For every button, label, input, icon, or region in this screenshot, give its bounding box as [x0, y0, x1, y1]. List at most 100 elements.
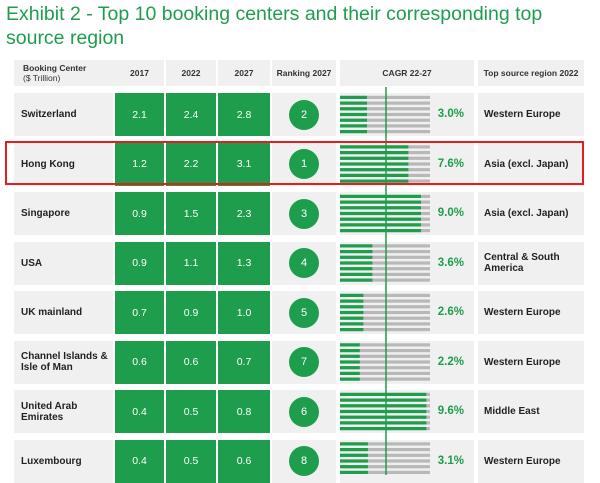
cagr-value-label: 2.6% — [437, 306, 464, 318]
cagr-bar-fill — [340, 217, 421, 221]
cagr-bar-fill — [340, 409, 427, 414]
value-cell-2022: 0.6 — [166, 340, 216, 384]
source-region: Western Europe — [478, 93, 584, 136]
cagr-bar-track — [340, 278, 430, 282]
ranking-cell: 6 — [272, 390, 336, 433]
cagr-bar-track — [340, 377, 430, 381]
cagr-bar-track — [340, 310, 430, 315]
value-cell-2017: 0.9 — [115, 192, 164, 235]
value-cell-2017: 0.9 — [115, 241, 164, 285]
ranking-badge: 1 — [289, 149, 319, 179]
cagr-bar-track — [340, 101, 430, 105]
cagr-bar-fill — [340, 206, 421, 210]
ranking-cell: 2 — [272, 93, 336, 136]
cagr-bar-fill — [340, 267, 373, 271]
cagr-bar-fill — [340, 145, 409, 149]
cagr-bar-track — [340, 354, 430, 358]
cagr-bar-fill — [340, 211, 421, 216]
cagr-bar-track — [340, 299, 430, 303]
cagr-bar-fill — [340, 229, 421, 233]
cagr-bar-fill — [340, 107, 367, 111]
cagr-bar-track — [340, 130, 430, 134]
value-cell-2022: 1.5 — [166, 192, 216, 235]
cagr-value-label: 3.0% — [437, 108, 464, 120]
cagr-bar-fill — [340, 194, 421, 198]
cagr-bar-track — [340, 112, 430, 117]
cagr-bar-track — [340, 95, 430, 99]
source-region: Western Europe — [478, 340, 584, 384]
cagr-bar-fill — [340, 124, 367, 128]
ranking-badge: 6 — [289, 396, 319, 427]
ranking-cell: 7 — [272, 340, 336, 384]
cagr-bar-fill — [340, 112, 367, 117]
value-cell-2017: 1.2 — [115, 142, 164, 186]
ranking-cell: 3 — [272, 192, 336, 235]
value-cell-2017: 2.1 — [115, 93, 164, 136]
cagr-bar-fill — [340, 200, 421, 204]
ranking-badge: 8 — [289, 446, 319, 476]
cagr-bar-track — [340, 465, 430, 469]
cagr-bar-fill — [340, 272, 373, 276]
cagr-bar-track — [340, 448, 430, 452]
value-cell-2027: 3.1 — [218, 142, 270, 186]
value-cell-2027: 0.7 — [218, 340, 270, 384]
cagr-bar-fill — [340, 173, 409, 177]
value-cell-2017: 0.4 — [115, 390, 164, 433]
header-source-region: Top source region 2022 — [478, 60, 584, 86]
booking-center-name: Singapore — [14, 192, 113, 235]
cagr-bar-fill — [340, 371, 360, 375]
cagr-bar-track — [340, 272, 430, 276]
ranking-badge: 2 — [289, 99, 319, 130]
cagr-bar-fill — [340, 453, 368, 457]
header-cagr: CAGR 22-27 — [340, 60, 474, 86]
cagr-bar-fill — [340, 299, 364, 303]
cagr-bar-fill — [340, 354, 360, 358]
cagr-bar-fill — [340, 465, 368, 469]
cagr-bar-track — [340, 343, 430, 347]
cagr-bar-fill — [340, 95, 367, 99]
cagr-bar-track — [340, 305, 430, 309]
cagr-value-label: 7.6% — [437, 157, 464, 170]
cagr-bar-fill — [340, 293, 364, 297]
value-cell-2027: 1.0 — [218, 291, 270, 334]
ranking-badge: 7 — [289, 347, 319, 377]
booking-center-name: Switzerland — [14, 93, 113, 136]
cagr-bar-fill — [340, 470, 368, 474]
cagr-bar-fill — [340, 255, 373, 259]
cagr-bar-fill — [340, 322, 364, 326]
highlight-box-hong-kong — [5, 141, 584, 185]
cagr-bar-fill — [340, 179, 409, 183]
value-cell-2022: 0.9 — [166, 291, 216, 334]
cagr-bar-track — [340, 255, 430, 259]
value-cell-2027: 2.3 — [218, 192, 270, 235]
cagr-bar-track — [340, 453, 430, 457]
value-cell-2017: 0.6 — [115, 340, 164, 384]
cagr-bar-track — [340, 459, 430, 463]
ranking-badge: 3 — [289, 198, 319, 229]
cagr-bar-fill — [340, 427, 427, 431]
cagr-bar-fill — [340, 168, 409, 172]
cagr-bar-fill — [340, 459, 368, 463]
cagr-bar-fill — [340, 305, 364, 309]
header-2022: 2022 — [166, 60, 216, 86]
cagr-bar-track — [340, 322, 430, 326]
source-region: Central & South America — [478, 241, 584, 285]
cagr-value-label: 3.1% — [437, 454, 464, 467]
cagr-bar-fill — [340, 392, 427, 396]
cagr-bar-track — [340, 328, 430, 332]
cagr-bar-fill — [340, 162, 409, 166]
cagr-bar-track — [340, 267, 430, 271]
ranking-cell: 4 — [272, 241, 336, 285]
cagr-value-label: 9.6% — [437, 405, 464, 417]
cagr-bar-track — [340, 360, 430, 364]
value-cell-2022: 2.4 — [166, 93, 216, 136]
cagr-bar-fill — [340, 101, 367, 105]
cagr-bar-fill — [340, 118, 367, 122]
source-region: Asia (excl. Japan) — [478, 192, 584, 235]
cagr-bar-track — [340, 124, 430, 128]
value-cell-2022: 0.5 — [166, 390, 216, 433]
cagr-bar-fill — [340, 130, 367, 134]
cagr-bar-fill — [340, 250, 373, 254]
cagr-value-label: 9.0% — [437, 207, 464, 219]
